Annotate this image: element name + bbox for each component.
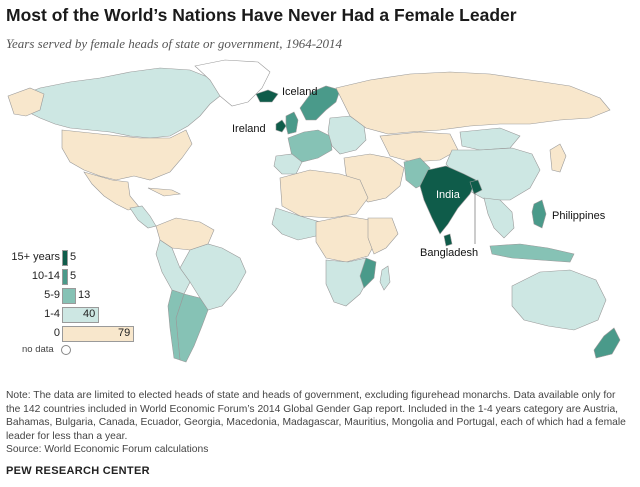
region-usa bbox=[61, 129, 193, 181]
legend-row-count: 5 bbox=[70, 270, 77, 282]
region-central-africa bbox=[315, 215, 379, 263]
legend-row-count: 40 bbox=[83, 308, 96, 320]
chart-title: Most of the World’s Nations Have Never H… bbox=[6, 5, 517, 25]
legend-row-swatch bbox=[62, 307, 99, 323]
region-canada bbox=[13, 67, 226, 139]
region-japan bbox=[549, 143, 567, 173]
region-bangladesh bbox=[469, 179, 483, 195]
legend-row-swatch bbox=[62, 269, 68, 285]
legend-row: 10-14 5 bbox=[6, 269, 136, 285]
chart-subtitle: Years served by female heads of state or… bbox=[6, 36, 343, 51]
legend-nodata-label: no data bbox=[22, 344, 54, 355]
region-uk bbox=[285, 111, 299, 135]
legend-row-swatch bbox=[62, 326, 134, 342]
region-sri-lanka bbox=[443, 233, 453, 247]
legend-row: 0 79 bbox=[6, 326, 136, 342]
region-philippines bbox=[531, 199, 547, 229]
region-indonesia bbox=[489, 243, 575, 263]
brand-logo-text: PEW RESEARCH CENTER bbox=[6, 465, 150, 477]
legend-row-count: 79 bbox=[118, 327, 131, 339]
legend-row-label: 15+ years bbox=[11, 251, 60, 263]
source-line: Source: World Economic Forum calculation… bbox=[6, 444, 209, 455]
region-southeast-asia bbox=[483, 197, 515, 239]
map-legend: 15+ years 5 10-14 5 5-9 13 1-4 40 0 79 bbox=[6, 250, 136, 360]
legend-row: 5-9 13 bbox=[6, 288, 136, 304]
region-caribbean bbox=[147, 187, 182, 197]
legend-row-label: 10-14 bbox=[31, 270, 60, 282]
label-philippines: Philippines bbox=[552, 210, 606, 222]
region-mozambique bbox=[359, 257, 377, 289]
legend-row: 15+ years 5 bbox=[6, 250, 136, 266]
legend-row: 1-4 40 bbox=[6, 307, 136, 323]
region-east-africa bbox=[367, 217, 399, 255]
legend-row-count: 13 bbox=[78, 289, 91, 301]
region-mongolia bbox=[459, 127, 521, 151]
legend-nodata-swatch bbox=[61, 345, 71, 355]
region-central-asia bbox=[379, 131, 459, 163]
legend-row-swatch bbox=[62, 288, 76, 304]
legend-row-count: 5 bbox=[70, 251, 77, 263]
region-india bbox=[419, 165, 477, 235]
footnote-text: Note: The data are limited to elected he… bbox=[6, 390, 626, 442]
label-iceland: Iceland bbox=[282, 86, 317, 98]
region-central-america bbox=[129, 205, 157, 229]
region-australia bbox=[511, 269, 607, 331]
region-scandinavia bbox=[299, 85, 341, 121]
region-southern-africa bbox=[325, 257, 371, 307]
label-india: India bbox=[436, 189, 461, 201]
world-map-svg: Iceland Ireland India Bangladesh Philipp… bbox=[7, 59, 621, 363]
region-iceland bbox=[255, 89, 279, 103]
region-west-africa bbox=[271, 207, 321, 241]
legend-row-swatch bbox=[62, 250, 68, 266]
legend-row-label: 5-9 bbox=[44, 289, 60, 301]
region-madagascar bbox=[379, 265, 391, 291]
region-alaska bbox=[7, 87, 45, 117]
label-bangladesh: Bangladesh bbox=[420, 247, 478, 259]
region-new-zealand bbox=[593, 327, 621, 359]
footnote: Note: The data are limited to elected he… bbox=[6, 389, 632, 443]
region-chile bbox=[167, 289, 185, 361]
world-map: Iceland Ireland India Bangladesh Philipp… bbox=[0, 58, 640, 378]
region-ireland bbox=[275, 119, 287, 133]
label-ireland: Ireland bbox=[232, 123, 266, 135]
region-russia bbox=[335, 71, 611, 135]
legend-row-label: 0 bbox=[53, 327, 60, 339]
legend-row-label: 1-4 bbox=[44, 308, 60, 320]
region-greenland bbox=[194, 59, 271, 107]
region-north-africa bbox=[279, 169, 369, 219]
